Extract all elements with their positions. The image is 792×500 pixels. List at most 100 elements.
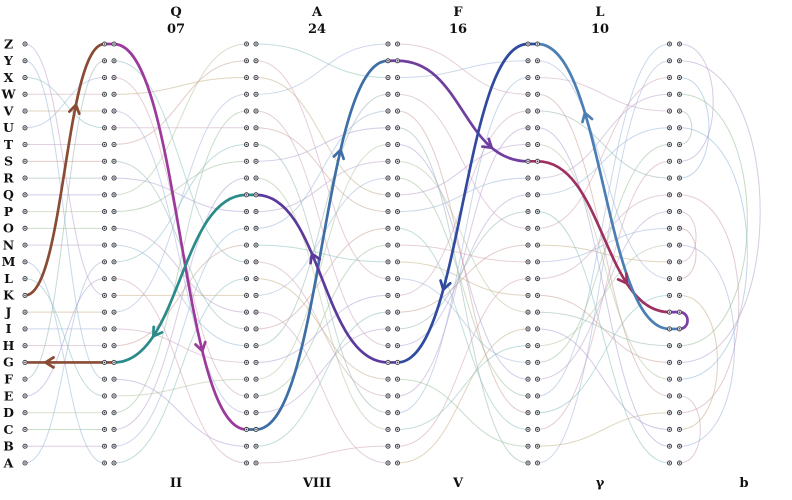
contact-node-pin	[113, 361, 115, 364]
contact-node-pin	[536, 210, 539, 213]
contact-node-pin	[245, 412, 248, 414]
rotor-2-wire-Z	[397, 43, 529, 95]
key-label-R[interactable]: R	[3, 170, 14, 185]
key-label-O[interactable]: O	[3, 221, 14, 236]
contact-node-pin	[113, 60, 115, 62]
contact-node-pin	[103, 244, 106, 246]
contact-node-pin	[255, 344, 257, 347]
rotor-1-wire-F	[255, 144, 389, 380]
contact-node-pin	[536, 244, 539, 246]
key-label-U[interactable]: U	[3, 120, 14, 135]
contact-node-pin	[396, 462, 399, 464]
rotor-2-wire-Q	[397, 144, 529, 196]
contact-node-pin	[527, 395, 529, 397]
signal-segment-rotor-3-SJ	[536, 159, 671, 314]
key-label-Y[interactable]: Y	[3, 53, 14, 68]
contact-node-pin	[536, 143, 539, 146]
rotor-3-wire-N	[537, 244, 670, 263]
rotor-ring-0: 07	[167, 22, 185, 37]
contact-node-pin	[24, 244, 26, 246]
contact-node-pin	[245, 127, 248, 129]
key-label-E[interactable]: E	[4, 388, 14, 403]
reflector-arc-LO	[679, 227, 697, 280]
contact-node-pin	[536, 412, 539, 414]
contact-node-pin	[24, 361, 26, 364]
contact-node-pin	[255, 60, 257, 62]
key-label-A[interactable]: A	[3, 455, 14, 470]
key-label-T[interactable]: T	[4, 137, 14, 152]
rotor-0-wire-L	[113, 278, 247, 464]
contact-node-pin	[24, 43, 26, 45]
key-label-K[interactable]: K	[3, 288, 15, 303]
rotor-0-wires	[113, 43, 247, 464]
contact-node-pin	[113, 378, 115, 380]
key-label-N[interactable]: N	[3, 237, 14, 252]
contact-node-pin	[245, 244, 248, 246]
contact-node-pin	[245, 227, 248, 230]
contact-node-pin	[255, 445, 257, 447]
contact-node-pin	[113, 445, 115, 447]
rotor-1-wire-W	[255, 43, 389, 95]
rotor-name-3: γ	[596, 476, 605, 491]
rotor-3-wire-T	[537, 144, 670, 380]
contact-node-pin	[245, 110, 248, 112]
signal-arrowhead	[439, 279, 452, 291]
contact-node-pin	[527, 428, 529, 431]
signal-arrowhead	[332, 148, 345, 161]
contact-node-pin	[387, 110, 389, 112]
contact-node-pin	[527, 311, 529, 313]
rotor-1-wire-S	[255, 127, 389, 162]
key-label-J[interactable]: J	[5, 305, 12, 320]
key-label-D[interactable]: D	[3, 405, 14, 420]
contact-node-pin	[103, 445, 106, 447]
contact-node-pin	[103, 160, 106, 163]
key-label-S[interactable]: S	[4, 154, 13, 169]
contact-node-pin	[668, 462, 671, 464]
contact-node-pin	[527, 76, 529, 79]
contact-node-pin	[103, 344, 106, 347]
contact-node-pin	[527, 160, 529, 163]
key-label-C[interactable]: C	[4, 422, 14, 437]
contact-node-pin	[245, 210, 248, 213]
contact-node-pin	[24, 462, 26, 464]
key-label-Q[interactable]: Q	[3, 187, 14, 202]
key-label-M[interactable]: M	[2, 254, 16, 269]
contact-node-pin	[527, 93, 529, 95]
contact-node-pin	[527, 210, 529, 213]
key-label-F[interactable]: F	[4, 372, 13, 387]
contact-node-pin	[245, 43, 248, 45]
contact-node-pin	[396, 76, 399, 79]
key-label-G[interactable]: G	[3, 355, 14, 370]
key-label-I[interactable]: I	[6, 321, 12, 336]
contact-node-pin	[396, 328, 399, 330]
contact-node-pin	[255, 194, 257, 196]
key-label-V[interactable]: V	[3, 103, 14, 118]
contact-node-pin	[536, 60, 539, 62]
contact-node-pin	[387, 311, 389, 313]
contact-node-pin	[668, 43, 671, 45]
key-label-W[interactable]: W	[0, 87, 16, 102]
contact-node-pin	[245, 428, 248, 431]
contact-node-pin	[255, 127, 257, 129]
contact-node-pin	[668, 412, 671, 414]
contact-node-pin	[678, 127, 681, 129]
key-label-H[interactable]: H	[3, 338, 15, 353]
contact-node-pin	[255, 395, 257, 397]
contact-node-pin	[527, 277, 529, 280]
key-label-L[interactable]: L	[4, 271, 13, 286]
key-label-Z[interactable]: Z	[4, 36, 13, 51]
contact-node-pin	[113, 328, 115, 330]
rotor-3-wire-P	[537, 211, 670, 464]
contact-node-pin	[678, 361, 681, 364]
key-label-B[interactable]: B	[3, 439, 14, 454]
contact-node-pin	[536, 194, 539, 196]
reflector-arc-GY	[679, 60, 761, 363]
rotor-0-wire-M	[113, 144, 247, 263]
contact-node-pin	[24, 227, 26, 230]
contact-node-pin	[527, 110, 529, 112]
key-label-P[interactable]: P	[4, 204, 14, 219]
rotor-2-wire-A	[397, 328, 529, 464]
key-label-X[interactable]: X	[4, 70, 14, 85]
